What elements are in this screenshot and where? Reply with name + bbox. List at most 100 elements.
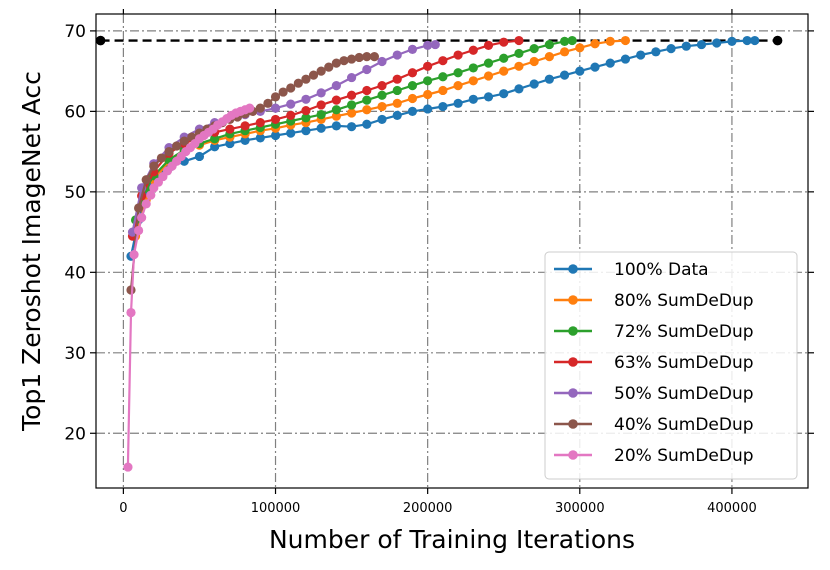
data-point [331, 105, 341, 115]
y-tick-label: 30 [64, 344, 86, 364]
reference-line [95, 35, 783, 46]
x-tick-label: 400000 [707, 501, 757, 516]
data-point [423, 76, 433, 86]
data-point [423, 40, 433, 50]
legend-swatch-marker [568, 264, 578, 274]
data-point [453, 98, 463, 108]
x-tick-label: 100000 [251, 501, 301, 516]
data-point [346, 90, 357, 100]
data-point [156, 153, 167, 163]
data-point [308, 70, 319, 80]
data-point [559, 70, 570, 80]
legend-swatch-marker [568, 357, 578, 367]
data-point [392, 110, 402, 120]
data-point [620, 54, 631, 64]
data-point [377, 101, 387, 112]
data-point [270, 103, 281, 113]
data-point [133, 225, 144, 236]
y-tick-label: 70 [64, 22, 86, 42]
data-point [620, 35, 631, 46]
legend-swatch-marker [568, 388, 578, 398]
data-point [286, 83, 296, 93]
data-point [255, 118, 265, 128]
data-point [316, 109, 326, 120]
data-point [499, 37, 509, 47]
data-point [362, 52, 372, 62]
legend-item: 20% SumDeDup [554, 446, 754, 466]
data-point [346, 100, 357, 110]
data-point [438, 85, 448, 96]
x-tick-label: 200000 [403, 501, 453, 516]
data-point [210, 134, 220, 144]
data-point [605, 58, 615, 68]
data-point [750, 35, 760, 46]
data-point [240, 135, 250, 145]
x-axis-ticks: 0 100000 200000 300000 400000 [119, 9, 757, 516]
data-point [438, 72, 448, 82]
data-point [255, 133, 265, 143]
data-point [210, 142, 220, 152]
data-point [316, 88, 326, 98]
legend-item: 63% SumDeDup [554, 353, 754, 373]
data-point [346, 122, 357, 132]
legend-label: 72% SumDeDup [614, 322, 754, 342]
data-point [245, 103, 255, 113]
legend-item: 100% Data [554, 260, 709, 280]
x-axis-label: Number of Training Iterations [269, 525, 635, 554]
data-point [286, 128, 296, 138]
data-point [514, 61, 524, 71]
series-line [134, 39, 626, 237]
data-point [453, 68, 463, 78]
data-point [194, 151, 205, 162]
data-point [331, 111, 341, 121]
legend-label: 50% SumDeDup [614, 384, 754, 404]
data-point [346, 108, 357, 118]
data-point [179, 136, 189, 146]
data-point [301, 105, 311, 116]
data-point [529, 79, 539, 89]
data-point [567, 35, 577, 46]
y-axis-label: Top1 Zeroshot ImageNet Acc [17, 71, 46, 432]
data-point [514, 48, 524, 59]
data-point [590, 39, 600, 49]
data-point [544, 74, 554, 84]
data-point [407, 44, 418, 55]
y-tick-label: 50 [64, 183, 86, 203]
data-point [301, 74, 311, 84]
data-point [544, 39, 554, 50]
data-point [514, 35, 524, 46]
data-point [354, 52, 364, 63]
data-point [712, 38, 722, 48]
x-tick-label: 300000 [555, 501, 605, 516]
data-point [423, 89, 433, 100]
reference-endpoint [772, 35, 783, 46]
data-point [438, 56, 448, 66]
legend-label: 80% SumDeDup [614, 291, 754, 311]
legend-item: 72% SumDeDup [554, 322, 754, 342]
data-point [544, 52, 554, 62]
data-point [316, 100, 326, 110]
data-point [392, 50, 402, 60]
data-point [727, 36, 737, 46]
legend-box [544, 251, 798, 480]
data-point [468, 94, 478, 104]
data-point [423, 61, 433, 71]
data-point [146, 190, 156, 200]
data-point [137, 213, 147, 223]
data-point [331, 95, 341, 105]
data-point [362, 119, 372, 129]
data-point [559, 36, 570, 46]
data-point [529, 56, 539, 67]
data-point [172, 141, 182, 151]
data-point [392, 74, 402, 84]
data-point [129, 250, 139, 260]
data-point [301, 94, 311, 104]
data-point [316, 123, 326, 133]
data-point [377, 81, 387, 91]
data-point [270, 130, 281, 141]
data-point [392, 85, 402, 96]
data-point [483, 71, 494, 81]
data-point [423, 104, 433, 114]
legend-item: 50% SumDeDup [554, 384, 754, 404]
data-point [407, 106, 418, 116]
